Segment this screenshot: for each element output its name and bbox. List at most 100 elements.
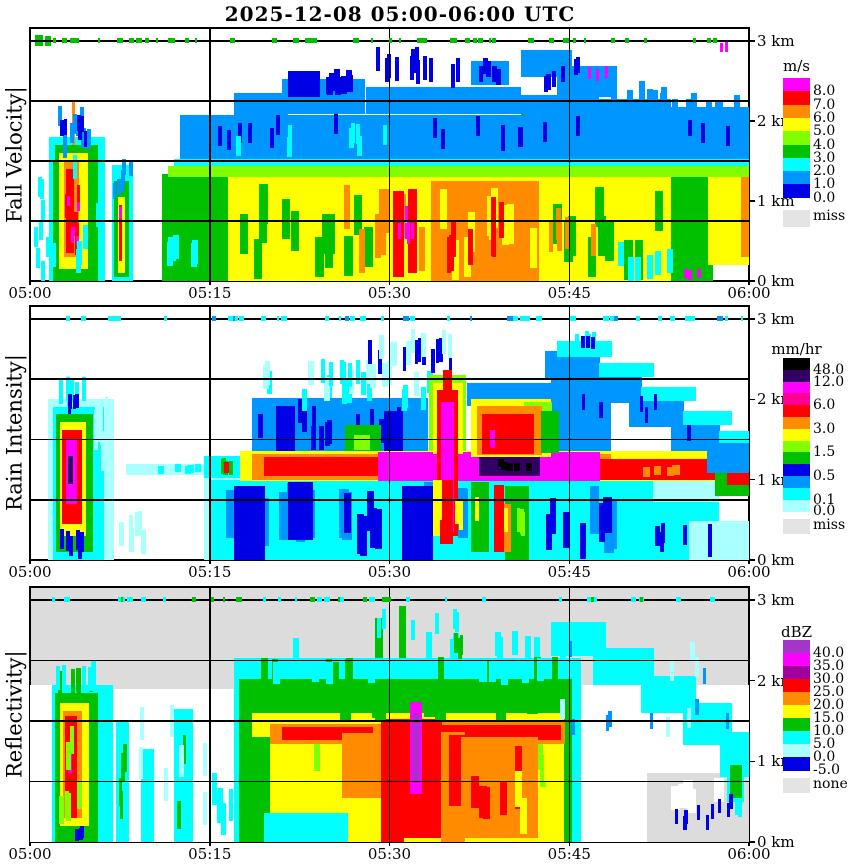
- legend-color-block: [783, 358, 810, 371]
- gridline-vertical: [568, 306, 570, 560]
- legend-miss-label: none: [813, 776, 848, 792]
- legend-value-label: 0.0: [813, 189, 836, 206]
- data-region: [432, 479, 442, 536]
- data-speckle: [270, 127, 275, 148]
- data-speckle: [686, 98, 693, 117]
- echo-top-mark: [316, 597, 323, 603]
- data-speckle: [459, 635, 464, 656]
- echo-top-mark: [602, 316, 609, 322]
- data-speckle: [475, 116, 480, 137]
- echo-top-mark: [716, 316, 724, 322]
- data-region: [383, 411, 403, 454]
- legend-value-label: 48.0: [813, 361, 845, 378]
- legend-color-block: [783, 428, 810, 442]
- legend-miss-block: [783, 210, 810, 227]
- data-speckle: [185, 465, 192, 474]
- data-speckle: [435, 339, 440, 364]
- data-speckle: [421, 333, 427, 358]
- legend-color-block: [783, 499, 810, 512]
- legend-color-block: [783, 131, 810, 146]
- data-speckle: [536, 658, 545, 681]
- data-speckle: [683, 815, 687, 830]
- data-speckle: [458, 498, 463, 523]
- data-speckle: [254, 238, 263, 279]
- echo-top-mark: [538, 316, 542, 322]
- data-speckle: [339, 359, 344, 384]
- echo-top-mark: [136, 38, 142, 43]
- data-speckle: [98, 223, 103, 248]
- data-speckle: [478, 66, 484, 83]
- data-speckle: [366, 378, 372, 401]
- data-speckle: [81, 127, 86, 148]
- data-speckle: [729, 794, 733, 809]
- echo-top-mark: [420, 38, 427, 43]
- echo-top-mark: [167, 38, 174, 43]
- echo-top-mark: [594, 597, 598, 603]
- panel-rain-intensity: [29, 305, 750, 561]
- data-speckle: [687, 424, 691, 441]
- data-speckle: [344, 377, 351, 401]
- data-region: [30, 684, 52, 842]
- echo-top-mark: [230, 38, 235, 43]
- legend-miss-block: [783, 519, 810, 534]
- echo-top-mark: [337, 597, 341, 603]
- data-speckle: [720, 42, 723, 53]
- data-speckle: [81, 376, 86, 401]
- height-tick-label: 0 km: [757, 551, 795, 569]
- data-speckle: [370, 364, 376, 389]
- echo-top-mark: [155, 38, 158, 43]
- data-speckle: [69, 726, 75, 755]
- time-tick: [568, 281, 570, 285]
- data-speckle: [471, 776, 479, 809]
- data-speckle: [228, 460, 233, 476]
- data-speckle: [66, 741, 71, 770]
- data-speckle: [60, 120, 64, 137]
- data-speckle: [176, 801, 181, 830]
- data-speckle: [344, 235, 353, 276]
- data-region: [719, 431, 749, 444]
- data-speckle: [401, 388, 408, 412]
- echo-top-mark: [583, 38, 586, 43]
- data-speckle: [451, 240, 459, 281]
- data-speckle: [410, 328, 416, 353]
- data-speckle: [392, 341, 397, 366]
- data-speckle: [527, 689, 538, 714]
- echo-top-mark: [669, 316, 675, 322]
- data-speckle: [488, 659, 496, 682]
- gridline-vertical: [209, 28, 211, 281]
- legend-value-label: 12.0: [813, 373, 845, 390]
- echo-top-mark: [359, 316, 366, 322]
- echo-top-mark: [713, 38, 717, 43]
- data-speckle: [348, 363, 353, 388]
- data-speckle: [642, 467, 650, 477]
- echo-top-mark: [345, 316, 349, 322]
- echo-top-mark: [445, 597, 448, 603]
- echo-top-mark: [235, 597, 243, 603]
- data-speckle: [587, 237, 597, 278]
- data-speckle: [71, 226, 75, 237]
- data-speckle: [653, 465, 661, 476]
- data-speckle: [644, 407, 649, 424]
- data-speckle: [34, 227, 39, 247]
- data-speckle: [450, 63, 456, 88]
- data-speckle: [191, 242, 198, 267]
- data-speckle: [77, 115, 81, 132]
- data-speckle: [485, 60, 491, 77]
- echo-top-mark: [609, 316, 616, 322]
- data-speckle: [563, 511, 570, 548]
- data-speckle: [140, 707, 145, 740]
- data-speckle: [80, 116, 84, 133]
- data-speckle: [639, 395, 644, 412]
- data-speckle: [226, 489, 236, 538]
- data-speckle: [735, 799, 740, 816]
- data-speckle: [672, 465, 680, 475]
- echo-top-mark: [362, 597, 367, 603]
- data-speckle: [534, 636, 541, 662]
- data-speckle: [433, 117, 438, 138]
- data-region: [287, 71, 320, 97]
- data-speckle: [552, 70, 557, 87]
- legend-miss-label: miss: [813, 208, 846, 224]
- data-speckle: [38, 177, 43, 198]
- data-speckle: [375, 697, 386, 722]
